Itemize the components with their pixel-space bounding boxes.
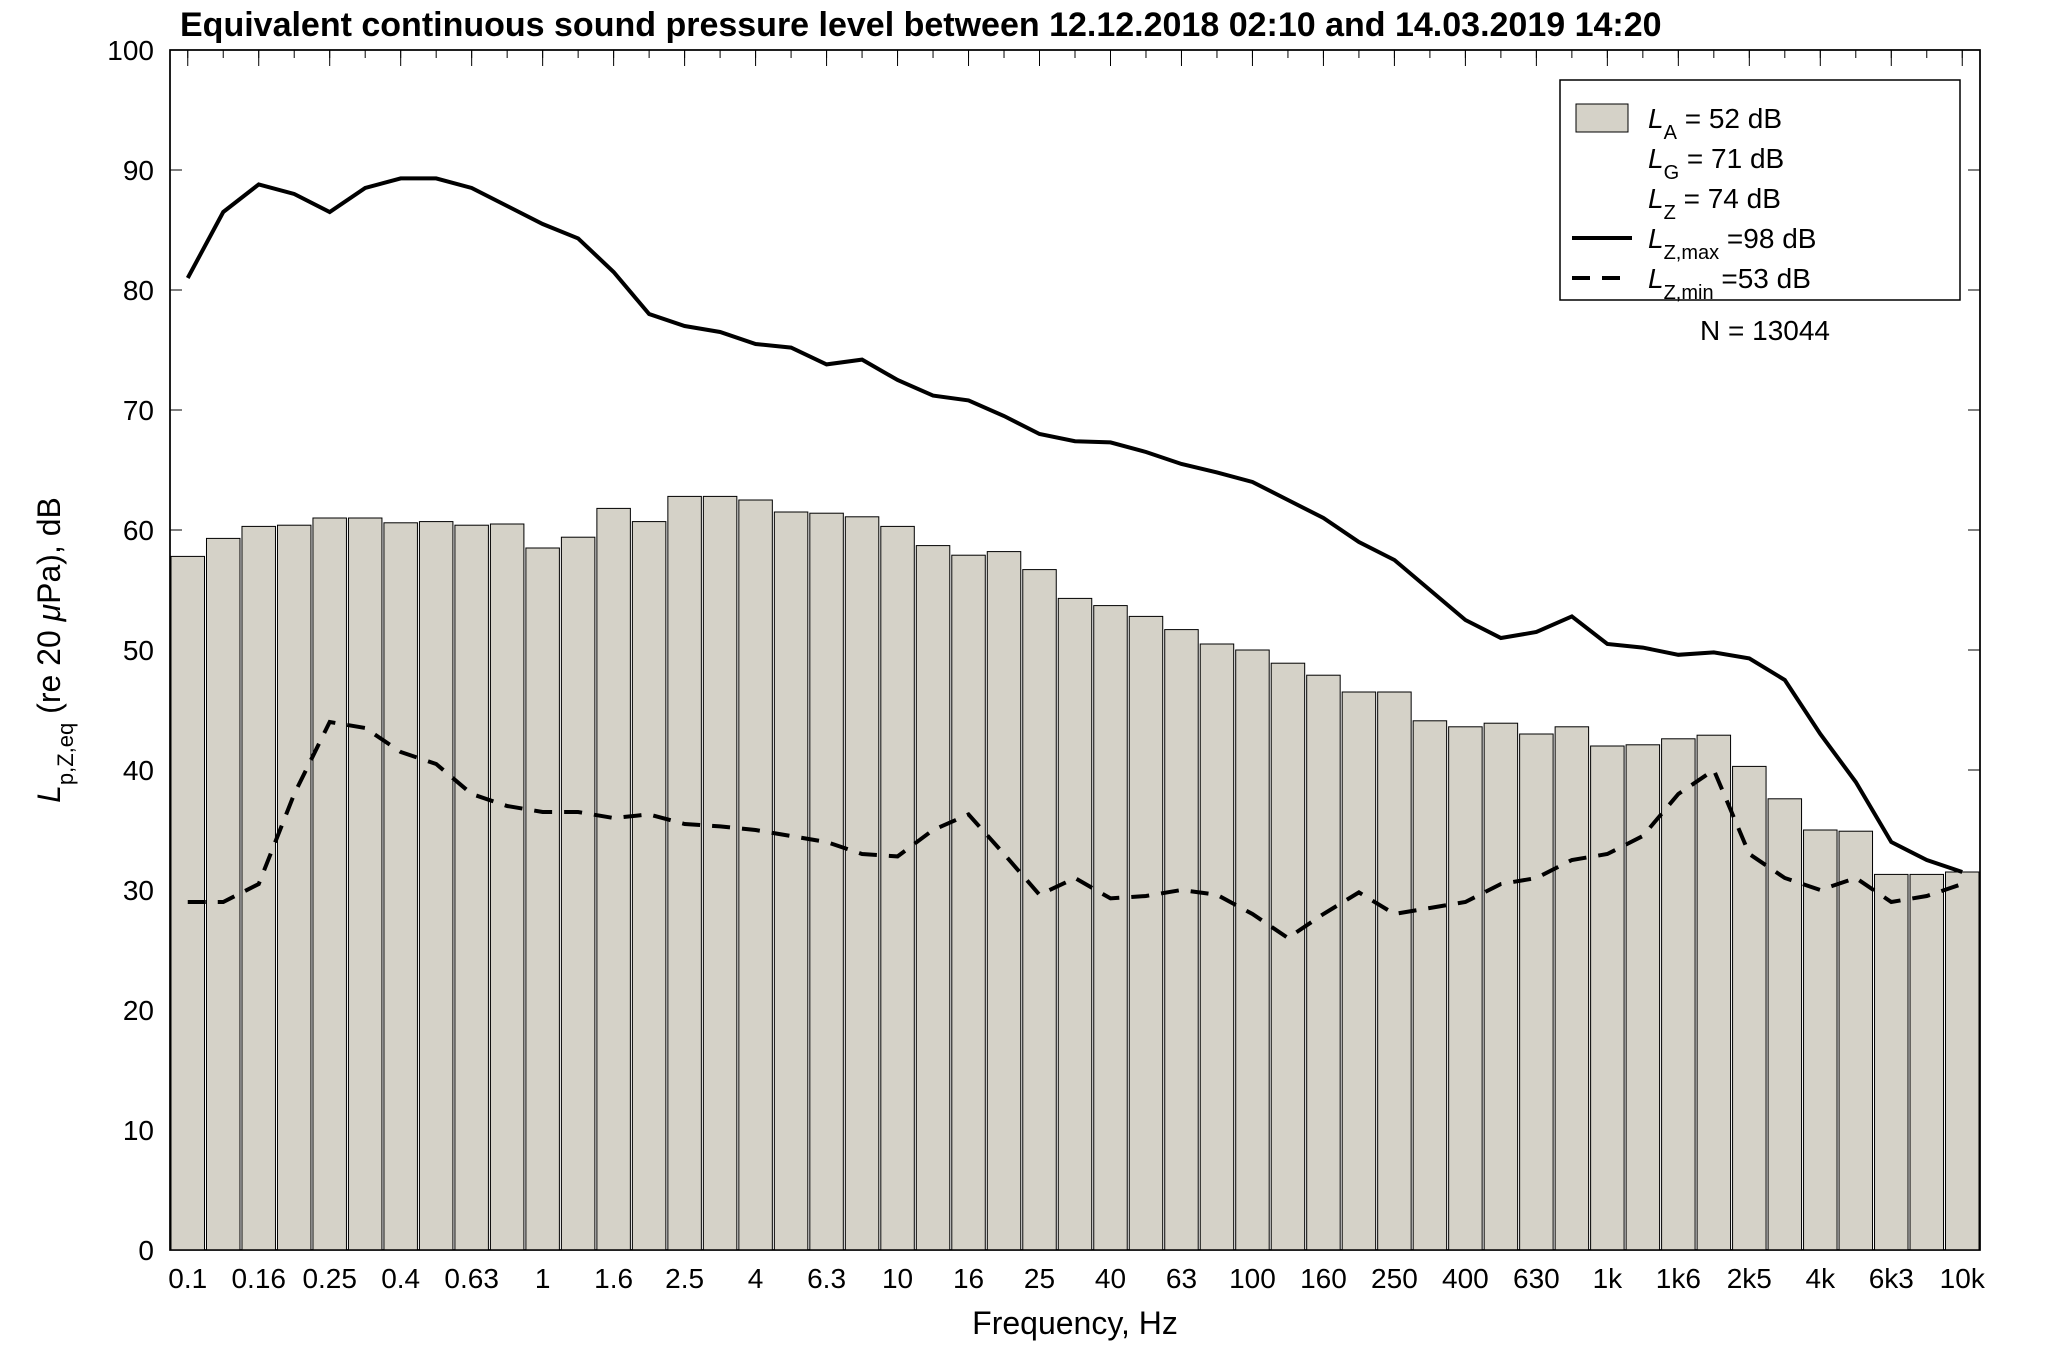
bar bbox=[1307, 675, 1340, 1250]
bar bbox=[1165, 630, 1198, 1250]
bar bbox=[987, 552, 1020, 1250]
bar bbox=[1804, 830, 1837, 1250]
legend-swatch bbox=[1576, 104, 1628, 132]
x-tick-label: 1 bbox=[535, 1263, 551, 1294]
x-tick-label: 10k bbox=[1940, 1263, 1986, 1294]
bar bbox=[348, 518, 381, 1250]
bar bbox=[455, 525, 488, 1250]
bar bbox=[419, 522, 452, 1250]
x-tick-label: 0.25 bbox=[302, 1263, 357, 1294]
x-tick-label: 160 bbox=[1300, 1263, 1347, 1294]
bar bbox=[668, 496, 701, 1250]
bar bbox=[845, 517, 878, 1250]
bar bbox=[1555, 727, 1588, 1250]
bar bbox=[1946, 872, 1979, 1250]
x-tick-label: 100 bbox=[1229, 1263, 1276, 1294]
bar bbox=[1378, 692, 1411, 1250]
x-tick-label: 63 bbox=[1166, 1263, 1197, 1294]
x-tick-label: 250 bbox=[1371, 1263, 1418, 1294]
y-tick-label: 60 bbox=[123, 515, 154, 546]
chart-container: 0 10 20 30 40 50 60 70 80 90 100 0.1 0.16 0.25 0.4 0.63… bbox=[0, 0, 2048, 1357]
bar bbox=[632, 522, 665, 1250]
chart-title: Equivalent continuous sound pressure lev… bbox=[180, 6, 1662, 44]
y-tick-label: 30 bbox=[123, 875, 154, 906]
bar bbox=[1271, 663, 1304, 1250]
x-tick-label: 10 bbox=[882, 1263, 913, 1294]
annotation-n: N = 13044 bbox=[1700, 315, 1830, 346]
bar bbox=[1839, 831, 1872, 1250]
x-tick-label: 1.6 bbox=[594, 1263, 633, 1294]
bar bbox=[597, 508, 630, 1250]
bar bbox=[1591, 746, 1624, 1250]
bar bbox=[1875, 874, 1908, 1250]
x-tick-label: 0.16 bbox=[231, 1263, 286, 1294]
bar bbox=[1413, 721, 1446, 1250]
x-tick-label: 2.5 bbox=[665, 1263, 704, 1294]
x-tick-label: 16 bbox=[953, 1263, 984, 1294]
bar bbox=[313, 518, 346, 1250]
x-tick-label: 0.1 bbox=[168, 1263, 207, 1294]
x-tick-label: 630 bbox=[1513, 1263, 1560, 1294]
bar bbox=[1697, 735, 1730, 1250]
bar bbox=[1662, 739, 1695, 1250]
bar bbox=[561, 537, 594, 1250]
bar bbox=[1342, 692, 1375, 1250]
y-tick-label: 0 bbox=[138, 1235, 154, 1266]
x-tick-label: 25 bbox=[1024, 1263, 1055, 1294]
x-tick-label: 40 bbox=[1095, 1263, 1126, 1294]
y-tick-label: 20 bbox=[123, 995, 154, 1026]
bar bbox=[810, 513, 843, 1250]
x-tick-label: 6k3 bbox=[1869, 1263, 1914, 1294]
bar bbox=[1484, 723, 1517, 1250]
y-tick-label: 80 bbox=[123, 275, 154, 306]
bar bbox=[206, 538, 239, 1250]
bar bbox=[774, 512, 807, 1250]
y-tick-label: 70 bbox=[123, 395, 154, 426]
bar bbox=[1236, 650, 1269, 1250]
bar bbox=[881, 526, 914, 1250]
x-axis-label: Frequency, Hz bbox=[972, 1305, 1178, 1341]
y-tick-label: 50 bbox=[123, 635, 154, 666]
legend: LA = 52 dBLG = 71 dBLZ = 74 dBLZ,max =98… bbox=[1560, 80, 1960, 304]
bar bbox=[703, 496, 736, 1250]
y-axis-label: Lp,Z,eq (re 20 μPa), dB bbox=[31, 497, 78, 803]
y-tick-label: 40 bbox=[123, 755, 154, 786]
bar bbox=[1768, 799, 1801, 1250]
bar bbox=[1023, 570, 1056, 1250]
bar bbox=[526, 548, 559, 1250]
x-tick-label: 400 bbox=[1442, 1263, 1489, 1294]
bar bbox=[952, 555, 985, 1250]
bar bbox=[1733, 766, 1766, 1250]
bar bbox=[1058, 598, 1091, 1250]
x-tick-label: 0.63 bbox=[444, 1263, 499, 1294]
x-tick-label: 2k5 bbox=[1727, 1263, 1772, 1294]
x-tick-label: 4k bbox=[1806, 1263, 1837, 1294]
bar bbox=[1520, 734, 1553, 1250]
bar bbox=[490, 524, 523, 1250]
x-tick-label: 6.3 bbox=[807, 1263, 846, 1294]
x-tick-label: 1k bbox=[1593, 1263, 1624, 1294]
bar bbox=[1910, 874, 1943, 1250]
bar bbox=[277, 525, 310, 1250]
x-tick-label: 0.4 bbox=[381, 1263, 420, 1294]
bar bbox=[1200, 644, 1233, 1250]
y-tick-label: 90 bbox=[123, 155, 154, 186]
bar bbox=[1094, 606, 1127, 1250]
y-tick-label: 10 bbox=[123, 1115, 154, 1146]
bar bbox=[739, 500, 772, 1250]
y-tick-label: 100 bbox=[107, 35, 154, 66]
bar bbox=[916, 546, 949, 1250]
chart-svg: 0 10 20 30 40 50 60 70 80 90 100 0.1 0.16 0.25 0.4 0.63… bbox=[0, 0, 2048, 1357]
x-tick-label: 1k6 bbox=[1656, 1263, 1701, 1294]
bar bbox=[384, 523, 417, 1250]
bar bbox=[1449, 727, 1482, 1250]
x-tick-label: 4 bbox=[748, 1263, 764, 1294]
bar bbox=[1129, 616, 1162, 1250]
